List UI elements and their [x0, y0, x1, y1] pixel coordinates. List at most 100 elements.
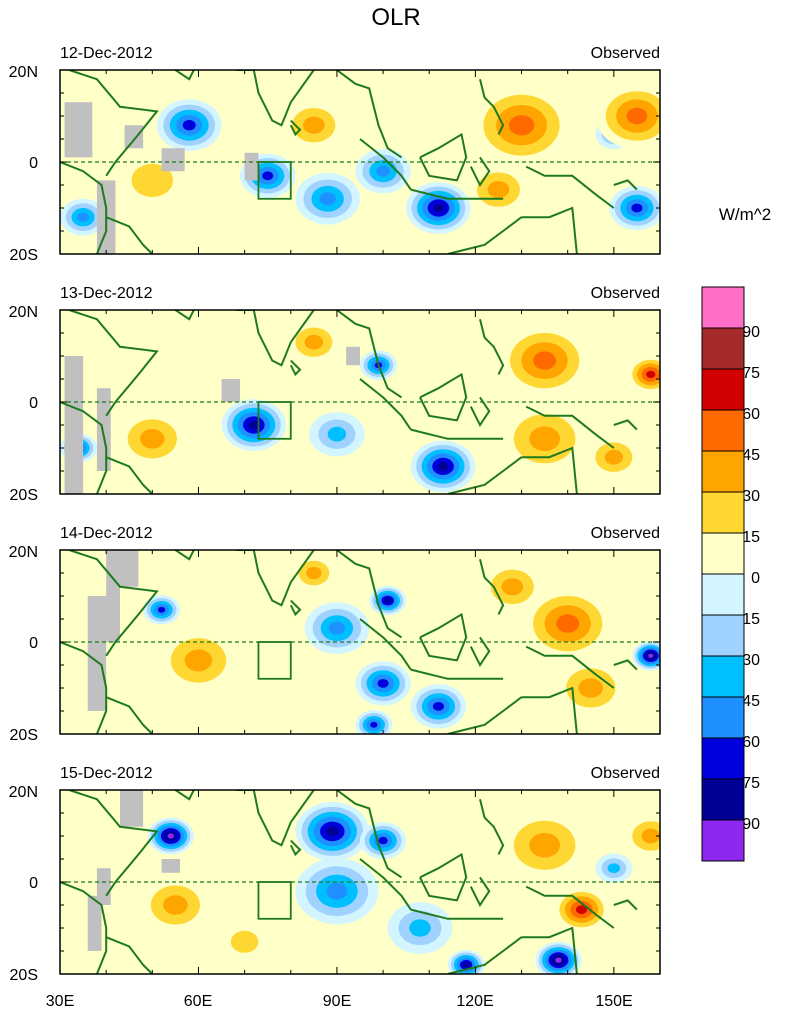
coastline	[336, 790, 403, 879]
olr-contour	[319, 192, 336, 206]
figure-title: OLR	[371, 4, 420, 31]
coastline	[613, 419, 638, 431]
colorbar-swatch	[701, 286, 745, 329]
olr-contour	[631, 203, 643, 213]
olr-contour	[303, 116, 325, 134]
coastline	[359, 138, 412, 191]
y-tick-label: 20N	[9, 544, 38, 561]
olr-contour	[326, 882, 348, 900]
map-panel	[60, 310, 660, 494]
coastline	[410, 908, 504, 920]
colorbar-swatch	[701, 737, 745, 780]
olr-contour	[184, 649, 213, 672]
coastline	[447, 456, 523, 494]
olr-contour	[384, 598, 391, 604]
coastline	[174, 550, 195, 561]
coastline	[336, 70, 403, 159]
olr-contour	[648, 653, 654, 658]
olr-contour	[327, 426, 347, 442]
olr-contour	[437, 462, 449, 471]
olr-contour	[555, 957, 562, 963]
missing-data-cell	[161, 148, 185, 172]
missing-data-cell	[221, 379, 241, 402]
index-box-region	[257, 881, 292, 920]
colorbar-swatch	[701, 327, 745, 370]
colorbar-swatch	[701, 532, 745, 575]
olr-contour	[230, 930, 259, 953]
coastline	[68, 550, 159, 657]
panel-date: 14-Dec-2012	[60, 525, 153, 542]
olr-contour	[607, 863, 621, 874]
y-tick-label: 20N	[9, 304, 38, 321]
missing-data-cell	[64, 356, 84, 494]
olr-contour	[77, 212, 89, 222]
missing-data-cell	[64, 102, 93, 158]
coastline	[469, 636, 491, 667]
coastline	[469, 396, 491, 427]
olr-contour	[578, 678, 604, 698]
olr-contour	[306, 566, 322, 580]
colorbar-label: 30	[742, 488, 760, 505]
olr-contour	[248, 420, 260, 430]
colorbar-swatch	[701, 778, 745, 821]
x-tick-label: 90E	[323, 993, 351, 1010]
coastline	[68, 70, 159, 177]
y-tick-label: 20N	[9, 64, 38, 81]
y-tick-label: 20S	[10, 967, 38, 984]
missing-data-cell	[346, 346, 360, 366]
colorbar-label: 45	[742, 447, 760, 464]
coastline	[60, 641, 108, 734]
coastline	[479, 318, 505, 375]
missing-data-cell	[96, 868, 111, 905]
olr-contour	[326, 826, 339, 837]
coastline	[419, 852, 468, 902]
olr-contour	[433, 203, 444, 213]
map-panel	[60, 790, 660, 974]
coastline	[525, 405, 615, 449]
colorbar-swatch	[701, 491, 745, 534]
coastline	[68, 310, 159, 417]
panel-date: 13-Dec-2012	[60, 285, 153, 302]
coastline	[60, 401, 108, 494]
colorbar-swatch	[701, 614, 745, 657]
coastline	[410, 668, 504, 680]
panel-date: 12-Dec-2012	[60, 45, 153, 62]
coastline	[105, 456, 154, 494]
coastline	[410, 188, 504, 200]
olr-contour	[370, 721, 378, 728]
x-tick-label: 120E	[456, 993, 493, 1010]
olr-contour	[131, 163, 174, 197]
map-panel	[60, 70, 660, 254]
coastline	[469, 156, 491, 187]
colorbar-label: 0	[751, 570, 760, 587]
coastline	[359, 378, 412, 431]
x-tick-label: 30E	[46, 993, 74, 1010]
olr-contour	[604, 449, 624, 465]
olr-contour	[376, 165, 390, 177]
coastline	[289, 839, 302, 857]
y-tick-label: 0	[29, 155, 38, 172]
y-tick-label: 20S	[10, 487, 38, 504]
coastline	[289, 359, 302, 377]
coastline	[105, 936, 154, 974]
olr-contour	[304, 334, 324, 350]
coastline	[105, 696, 154, 734]
y-tick-label: 0	[29, 635, 38, 652]
y-tick-label: 20N	[9, 784, 38, 801]
coastline	[359, 618, 412, 671]
missing-data-cell	[87, 895, 102, 951]
coastline	[359, 858, 412, 911]
coastline	[410, 428, 504, 440]
olr-contour	[576, 905, 588, 914]
coastline	[235, 790, 315, 847]
coastline	[525, 885, 615, 929]
olr-contour	[140, 429, 165, 449]
y-tick-label: 0	[29, 875, 38, 892]
units-label: W/m^2	[719, 205, 771, 224]
coastline	[525, 645, 615, 689]
missing-data-cell	[87, 596, 107, 711]
coastline	[60, 881, 108, 974]
olr-contour	[182, 120, 196, 131]
olr-contour	[529, 832, 561, 858]
